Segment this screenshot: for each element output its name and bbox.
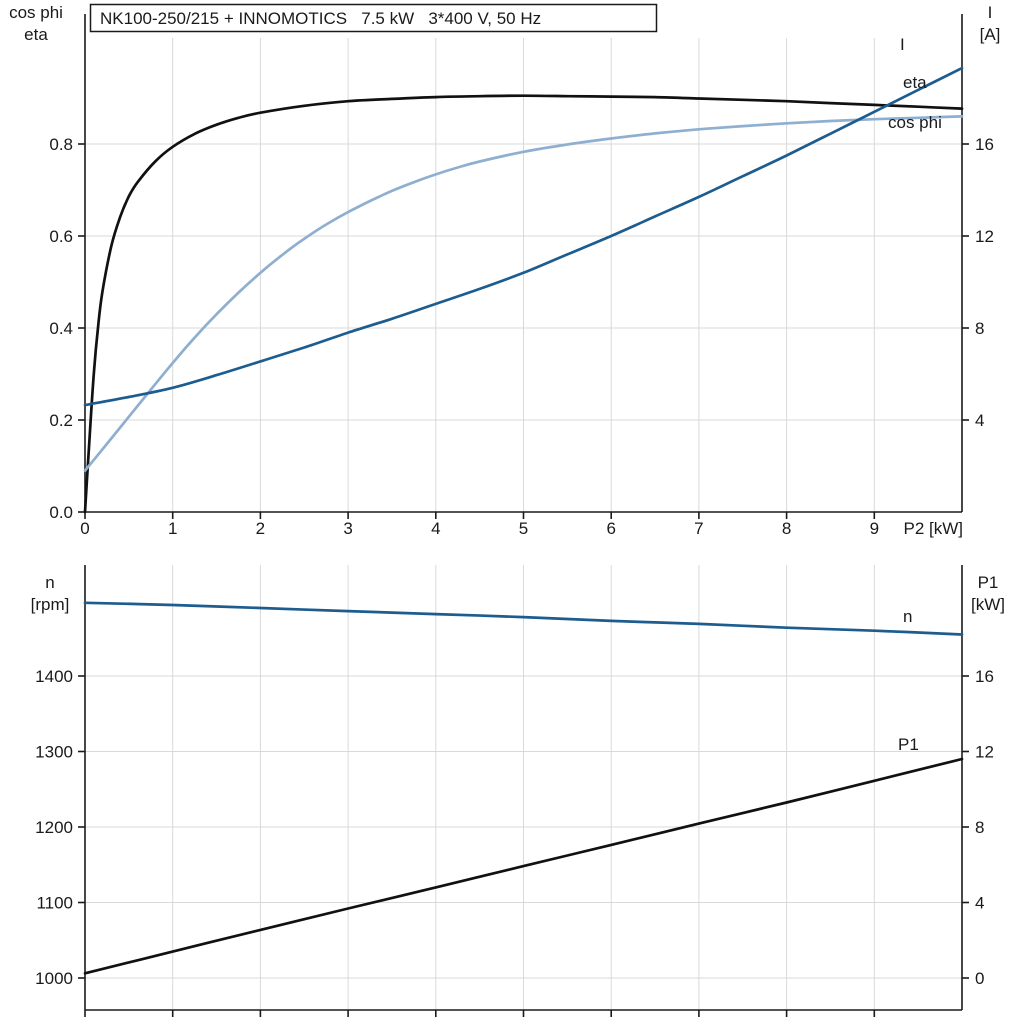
tick-label: 12: [975, 743, 994, 762]
tick-label: 1100: [36, 894, 73, 913]
tick-label: 1000: [35, 969, 73, 988]
top-y-right-title-line2: [A]: [980, 25, 1001, 44]
curve-label-speed: n: [903, 607, 912, 626]
curve-label-eta: eta: [903, 73, 927, 92]
tick-label: 0.6: [49, 227, 73, 246]
top-y-left-title-line2: eta: [24, 25, 48, 44]
bottom-y-right-title-line2: [kW]: [971, 595, 1005, 614]
tick-label: 16: [975, 135, 994, 154]
tick-label: 4: [975, 411, 984, 430]
top-y-right-title-line1: I: [988, 3, 993, 22]
tick-label: 8: [975, 818, 984, 837]
tick-label: 1400: [35, 667, 73, 686]
tick-label: 16: [975, 667, 994, 686]
curve-label-p1: P1: [898, 735, 919, 754]
series-curve-I: [83, 66, 964, 407]
series-curve-P1: [83, 757, 964, 975]
tick-label: 3: [343, 519, 352, 538]
series-curve-eta: [83, 94, 964, 514]
top-y-left-title-line1: cos phi: [9, 3, 63, 22]
tick-label: 6: [606, 519, 615, 538]
bottom-y-right-title-line1: P1: [978, 573, 999, 592]
tick-label: 0.0: [49, 503, 73, 522]
series-curve-n: [83, 601, 964, 636]
tick-label: 8: [975, 319, 984, 338]
tick-label: 0: [975, 969, 984, 988]
tick-label: 8: [782, 519, 791, 538]
tick-label: 4: [975, 894, 984, 913]
chart-title: NK100-250/215 + INNOMOTICS 7.5 kW 3*400 …: [100, 9, 541, 28]
tick-label: 5: [519, 519, 528, 538]
tick-label: 4: [431, 519, 440, 538]
tick-label: 2: [256, 519, 265, 538]
curve-label-cosphi: cos phi: [888, 113, 942, 132]
tick-label: 1300: [35, 743, 73, 762]
tick-label: 0.2: [49, 411, 73, 430]
top-x-axis-label: P2 [kW]: [903, 519, 963, 538]
tick-label: 0.8: [49, 135, 73, 154]
tick-label: 0: [80, 519, 89, 538]
tick-label: 7: [694, 519, 703, 538]
bottom-chart-plot: 1000 1100 1200 1300 1400 0 4 8 12 16: [35, 565, 994, 1017]
tick-label: 12: [975, 227, 994, 246]
tick-label: 1: [168, 519, 177, 538]
bottom-y-left-title-line2: [rpm]: [31, 595, 70, 614]
chart-title-box: [89, 3, 658, 33]
tick-label: 1200: [35, 818, 73, 837]
curve-label-current: I: [900, 35, 905, 54]
bottom-y-left-title-line1: n: [45, 573, 54, 592]
series-curve-cos-phi: [83, 115, 964, 472]
tick-label: 9: [870, 519, 879, 538]
tick-label: 0.4: [49, 319, 73, 338]
